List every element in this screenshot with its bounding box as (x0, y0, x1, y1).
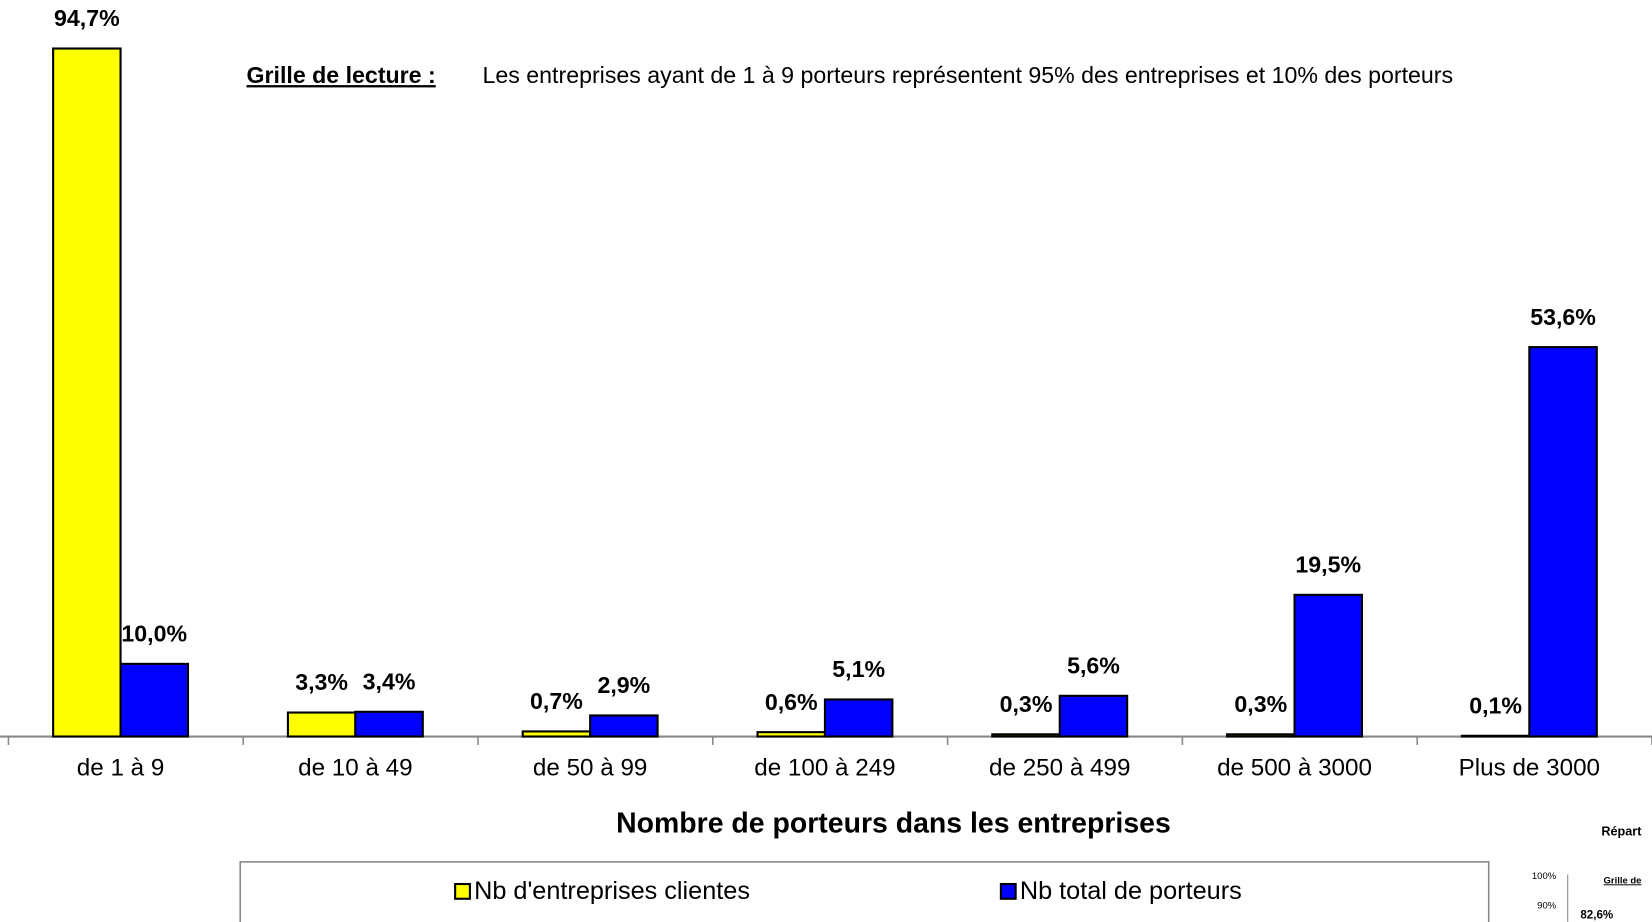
bar (52, 47, 122, 738)
annotation: Les entreprises ayant de 1 à 9 porteurs … (483, 62, 1454, 88)
legend-swatch (454, 882, 471, 900)
bar (1293, 593, 1364, 738)
bar (589, 714, 659, 738)
data-label: 5,6% (1067, 653, 1120, 679)
inset-tick: 100% (1532, 871, 1557, 882)
bar (521, 730, 592, 738)
bar (823, 698, 894, 738)
x-tick-label: de 500 à 3000 (1217, 755, 1372, 782)
bar (1528, 346, 1598, 738)
x-tick-label: de 100 à 249 (754, 755, 895, 782)
bar (1226, 733, 1296, 738)
data-label: 0,6% (765, 689, 818, 715)
x-tick-label: Plus de 3000 (1459, 755, 1600, 782)
legend-label: Nb total de porteurs (1020, 877, 1242, 905)
bar (1460, 734, 1531, 738)
data-label: 2,9% (597, 672, 650, 698)
legend-swatch (999, 882, 1017, 900)
bar (119, 662, 190, 738)
data-label: 10,0% (121, 621, 187, 647)
data-label: 3,3% (295, 669, 348, 695)
legend-label: Nb d'entreprises clientes (474, 877, 750, 905)
x-tick-label: de 250 à 499 (989, 755, 1130, 782)
x-tick-label: de 50 à 99 (533, 755, 647, 782)
x-axis-title: Nombre de porteurs dans les entreprises (616, 808, 1171, 840)
data-label: 0,1% (1469, 692, 1522, 718)
data-label: 53,6% (1530, 304, 1596, 330)
data-label: 5,1% (832, 656, 885, 682)
bar (354, 710, 424, 738)
data-label: 3,4% (363, 668, 416, 694)
bar (286, 711, 357, 738)
inset-tick: 90% (1537, 901, 1557, 912)
data-label: 19,5% (1295, 552, 1361, 578)
bar (1058, 694, 1129, 738)
annotation-heading: Grille de lecture : (247, 62, 436, 88)
data-label: 0,3% (1000, 691, 1053, 717)
data-label: 0,3% (1234, 691, 1287, 717)
inset-note: Grille de (1604, 875, 1642, 886)
x-tick-label: de 10 à 49 (298, 755, 412, 782)
data-label: 0,7% (530, 688, 583, 714)
bar (756, 731, 826, 738)
data-label: 94,7% (54, 5, 120, 31)
inset-title: Répart (1601, 825, 1642, 839)
legend-box (239, 861, 1490, 922)
x-tick-label: de 1 à 9 (77, 755, 165, 782)
inset-label: 82,6% (1580, 910, 1613, 922)
bar (991, 733, 1061, 738)
